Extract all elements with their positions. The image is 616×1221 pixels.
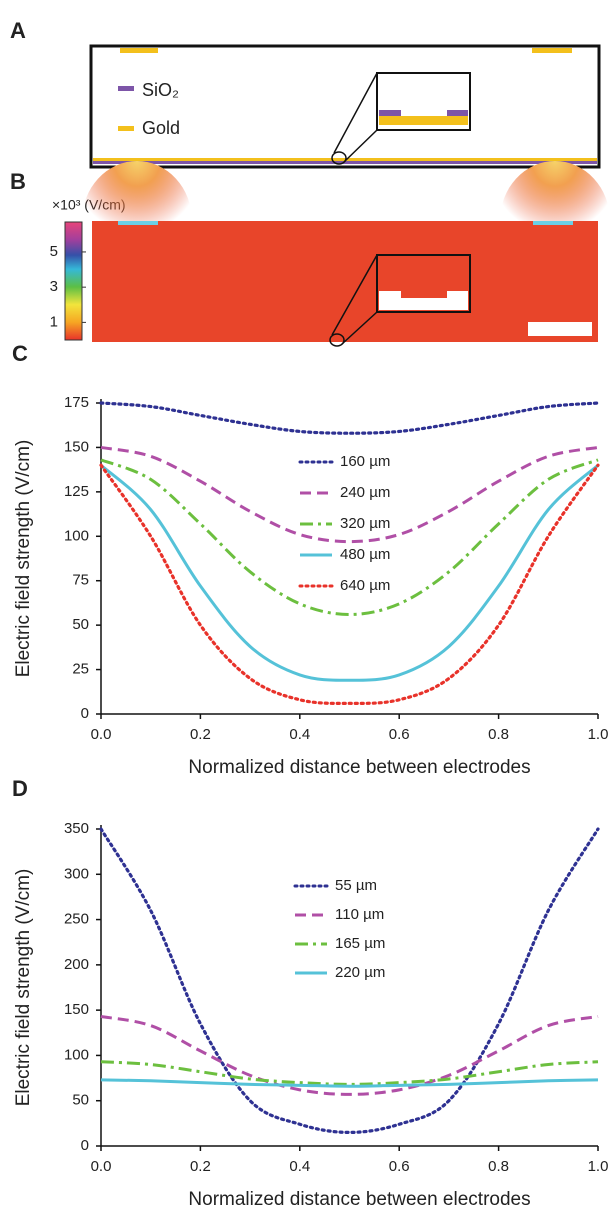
colorbar-tick-label: 5	[50, 243, 58, 260]
x-tick-label: 0.2	[190, 726, 211, 743]
series-line	[99, 401, 600, 435]
series-line	[100, 1015, 599, 1096]
x-tick-label: 0.0	[91, 1158, 112, 1175]
x-tick-label: 0.8	[488, 726, 509, 743]
legend-label: 640 µm	[340, 577, 390, 594]
y-tick-label: 125	[64, 483, 89, 500]
x-tick-label: 1.0	[588, 726, 609, 743]
y-tick-label: 200	[64, 956, 89, 973]
legend-label: 165 µm	[335, 935, 385, 952]
x-tick-label: 0.4	[289, 726, 310, 743]
colorbar-tick-label: 1	[50, 313, 58, 330]
x-axis-label: Normalized distance between electrodes	[188, 757, 530, 778]
legend-label: 55 µm	[335, 877, 377, 894]
series-line	[99, 827, 600, 1135]
y-tick-label: 100	[64, 1046, 89, 1063]
y-tick-label: 175	[64, 394, 89, 411]
legend-label: 480 µm	[340, 546, 390, 563]
legend-label: SiO₂	[142, 80, 179, 100]
y-tick-label: 250	[64, 911, 89, 928]
panel-label: C	[12, 341, 28, 366]
colorbar-tick-label: 3	[50, 278, 58, 295]
x-tick-label: 0.4	[289, 1158, 310, 1175]
y-tick-label: 150	[64, 1001, 89, 1018]
y-tick-label: 0	[81, 1137, 89, 1154]
series-line	[100, 1060, 599, 1086]
x-tick-label: 0.6	[389, 1158, 410, 1175]
y-tick-label: 25	[72, 661, 89, 678]
legend-label: 320 µm	[340, 515, 390, 532]
series-line	[99, 463, 600, 705]
panel-label: A	[10, 18, 26, 43]
legend-label: 240 µm	[340, 484, 390, 501]
x-tick-label: 0.8	[488, 1158, 509, 1175]
y-axis-label: Electric field strength (V/cm)	[13, 869, 34, 1107]
legend-label: 160 µm	[340, 453, 390, 470]
x-tick-label: 0.6	[389, 726, 410, 743]
x-axis-label: Normalized distance between electrodes	[188, 1189, 530, 1210]
y-tick-label: 100	[64, 527, 89, 544]
y-tick-label: 300	[64, 865, 89, 882]
series-line	[100, 458, 599, 616]
y-axis-label: Electric field strength (V/cm)	[13, 440, 34, 678]
series-line	[100, 1078, 599, 1088]
x-tick-label: 0.0	[91, 726, 112, 743]
legend-label: 110 µm	[335, 906, 384, 923]
colorbar	[64, 221, 83, 341]
panel-a-schematic	[89, 44, 601, 169]
x-tick-label: 0.2	[190, 1158, 211, 1175]
y-tick-label: 50	[72, 1092, 89, 1109]
y-tick-label: 350	[64, 820, 89, 837]
series-line	[100, 464, 599, 682]
panel-label: B	[10, 169, 26, 194]
y-tick-label: 50	[72, 616, 89, 633]
panel-label: D	[12, 776, 28, 801]
panel-b-field	[82, 161, 610, 347]
y-tick-label: 75	[72, 572, 89, 589]
x-tick-label: 1.0	[588, 1158, 609, 1175]
legend-label: 220 µm	[335, 964, 385, 981]
y-tick-label: 0	[81, 705, 89, 722]
y-tick-label: 150	[64, 438, 89, 455]
series-line	[100, 445, 599, 544]
legend-label: Gold	[142, 118, 180, 138]
